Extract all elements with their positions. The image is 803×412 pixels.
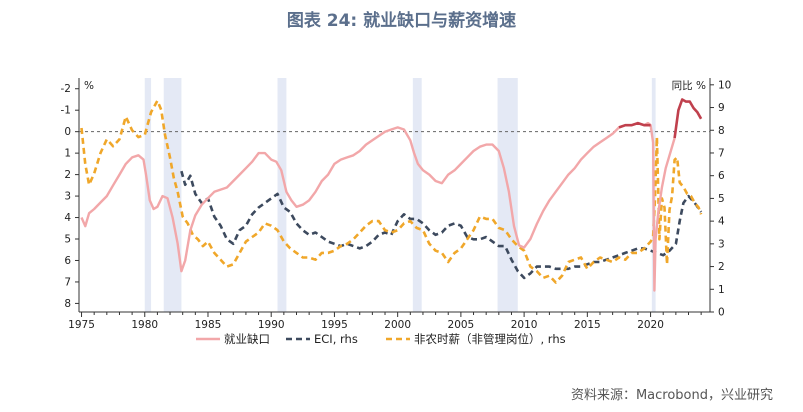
x-tick-label-3: 1990 <box>258 319 285 331</box>
left-tick-label-9: 7 <box>64 276 71 288</box>
legend-label-2: 非农时薪（非管理岗位）, rhs <box>414 332 566 346</box>
x-tick-label-8: 2015 <box>574 319 601 331</box>
recession-band-1 <box>163 78 182 312</box>
series-line-4 <box>180 170 703 280</box>
chart-axes: -2 -1 0 1 2 3 4 5 6 7 8% 0 1 2 3 4 5 6 7 8 9 10 同比 % 1975 1980 19… <box>61 78 731 331</box>
left-tick-label-0: -2 <box>61 83 71 95</box>
series-line-0 <box>80 124 626 273</box>
source-note: 资料来源：Macrobond，兴业研究 <box>570 388 773 403</box>
recession-band-3 <box>412 78 422 312</box>
right-tick-label-6: 6 <box>718 170 725 182</box>
x-tick-label-4: 1995 <box>321 319 348 331</box>
right-tick-label-0: 0 <box>718 307 725 319</box>
x-tick-label-0: 1975 <box>68 319 95 331</box>
right-tick-label-2: 2 <box>718 261 725 273</box>
legend-label-1: ECI, rhs <box>314 332 358 346</box>
right-tick-label-8: 8 <box>718 125 725 137</box>
x-tick-label-5: 2000 <box>384 319 411 331</box>
series-line-5 <box>80 99 703 284</box>
x-tick-label-6: 2005 <box>448 319 475 331</box>
left-tick-label-10: 8 <box>64 298 71 310</box>
x-tick-label-9: 2020 <box>637 319 664 331</box>
right-tick-label-1: 1 <box>718 284 725 296</box>
right-tick-label-4: 4 <box>718 216 725 228</box>
series-line-2 <box>618 121 651 129</box>
right-tick-label-10: 10 <box>718 79 731 91</box>
left-tick-label-8: 6 <box>64 255 71 267</box>
left-tick-label-2: 0 <box>64 126 71 138</box>
left-tick-label-5: 3 <box>64 191 71 203</box>
x-tick-label-7: 2010 <box>511 319 538 331</box>
right-tick-label-7: 7 <box>718 147 725 159</box>
right-tick-label-9: 9 <box>718 102 725 114</box>
left-axis-unit: % <box>84 80 94 92</box>
series-line-3 <box>673 98 703 139</box>
legend-label-0: 就业缺口 <box>224 332 270 346</box>
right-tick-label-5: 5 <box>718 193 725 205</box>
left-tick-label-7: 5 <box>64 234 71 246</box>
x-tick-label-2: 1985 <box>195 319 222 331</box>
chart-series <box>80 98 703 292</box>
left-tick-label-4: 2 <box>64 169 71 181</box>
left-tick-label-3: 1 <box>64 148 71 160</box>
recession-band-2 <box>277 78 287 312</box>
recession-bands <box>144 78 656 312</box>
right-axis-unit: 同比 % <box>672 79 706 92</box>
chart-legend: 就业缺口 ECI, rhs 非农时薪（非管理岗位）, rhs <box>196 332 566 346</box>
left-tick-label-1: -1 <box>61 105 71 117</box>
right-tick-label-3: 3 <box>718 238 725 250</box>
chart-title: 图表 24: 就业缺口与薪资增速 <box>286 11 517 31</box>
series-line-1 <box>625 121 676 292</box>
x-tick-label-1: 1980 <box>131 319 158 331</box>
recession-band-4 <box>497 78 518 312</box>
left-tick-label-6: 4 <box>64 212 71 224</box>
